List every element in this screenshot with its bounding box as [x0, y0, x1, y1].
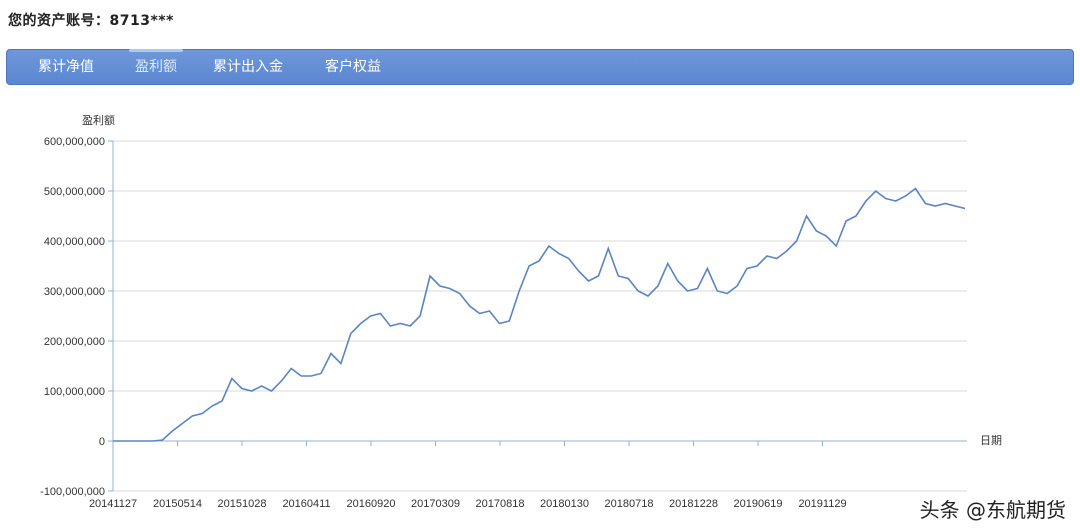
- tab-cumulative-nav[interactable]: 累计净值: [38, 59, 94, 75]
- x-tick-label: 20170309: [411, 498, 460, 510]
- account-number: 您的资产账号：8713***: [8, 13, 174, 29]
- x-axis-title: 日期: [980, 434, 1002, 447]
- x-tick-label: 20191129: [798, 498, 846, 510]
- y-tick-label: 600,000,000: [44, 136, 105, 148]
- y-tick-label: 500,000,000: [44, 186, 105, 198]
- y-tick-label: 0: [99, 436, 105, 448]
- chart-axes: [112, 141, 967, 491]
- y-tick-label: 200,000,000: [44, 336, 105, 348]
- tab-bar: 累计净值 盈利额 累计出入金 客户权益: [6, 49, 1074, 85]
- x-tick-label: 20180718: [605, 498, 654, 510]
- series-line-profit: [113, 187, 966, 442]
- tab-profit[interactable]: 盈利额: [129, 49, 183, 84]
- x-tick-label: 20150514: [153, 498, 202, 510]
- x-tick-label: 20190619: [734, 498, 783, 510]
- x-tick-label: 20170818: [476, 498, 525, 510]
- y-tick-label: 300,000,000: [44, 286, 105, 298]
- x-tick-label: 20160411: [282, 498, 330, 510]
- tab-cumulative-deposit-withdrawal[interactable]: 累计出入金: [213, 59, 283, 75]
- x-tick-label: 20181228: [669, 498, 718, 510]
- tab-customer-equity[interactable]: 客户权益: [325, 59, 381, 75]
- x-tick-label: 20141127: [89, 498, 137, 510]
- x-tick-label: 20160920: [347, 498, 396, 510]
- y-tick-label: 100,000,000: [44, 386, 105, 398]
- watermark: 头条 @东航期货: [915, 494, 1070, 523]
- x-axis-ticks: 20141127 20150514 20151028 20160411 20160920…: [89, 441, 847, 510]
- y-axis-ticks: -100,000,000 0 100,000,000 200,000,000 300,0…: [40, 136, 113, 498]
- y-tick-label: 400,000,000: [44, 236, 105, 248]
- chart-grid: [113, 140, 967, 492]
- x-tick-label: 20151028: [218, 498, 267, 510]
- y-axis-title: 盈利额: [82, 114, 115, 127]
- y-tick-label: -100,000,000: [40, 486, 105, 498]
- x-tick-label: 20180130: [540, 498, 589, 510]
